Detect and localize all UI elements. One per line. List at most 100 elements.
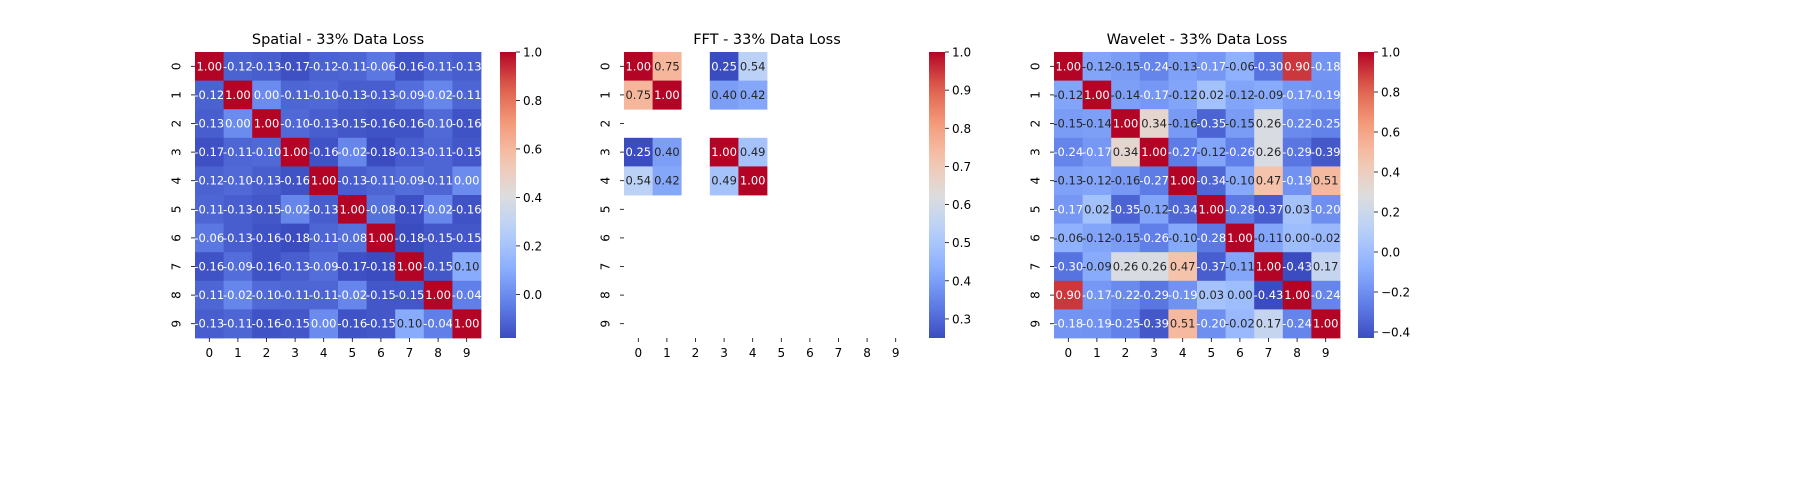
colorbar-tick-label: 1.0 [1381,46,1400,60]
heatmap-cell [738,166,768,196]
heatmap-cell [1168,52,1198,81]
cell-value-label: -0.29 [1282,145,1312,159]
heatmap-cell [195,80,224,110]
heatmap-cell [395,80,425,110]
cell-value-label: 0.40 [711,88,737,102]
cell-value-label: 1.00 [397,260,423,274]
heatmap-cell [1254,195,1284,224]
heatmap-cell [252,223,282,253]
heatmap-cell [309,223,339,253]
heatmap-cell [1282,52,1312,81]
cell-value-label: -0.10 [252,145,282,159]
heatmap-cell [624,80,653,110]
cell-value-label: -0.20 [1311,202,1341,216]
heatmap-cell [1168,109,1198,139]
heatmap-cell [223,80,253,110]
cell-value-label: 0.49 [711,174,737,188]
y-tick-label: 0 [1029,62,1043,70]
cell-value-label: -0.18 [1053,317,1083,331]
heatmap-cell [309,109,339,139]
x-tick-label: 7 [406,346,414,360]
x-tick-label: 8 [1293,346,1301,360]
cell-value-label: -0.37 [1196,260,1226,274]
cell-value-label: 1.00 [1170,174,1196,188]
colorbar-tick-label: 0.6 [523,142,542,156]
cell-value-label: -0.34 [1168,202,1198,216]
cell-value-label: -0.16 [452,117,482,131]
y-tick-label: 6 [599,234,613,242]
y-tick-label: 0 [170,62,184,70]
heatmap-cell [1282,80,1312,110]
cell-value-label: -0.28 [1196,231,1226,245]
y-tick-label: 8 [1029,291,1043,299]
cell-value-label: 0.10 [454,260,480,274]
cell-value-label: 0.03 [1284,202,1310,216]
heatmap-cell [395,252,425,282]
cell-value-label: 1.00 [1084,88,1110,102]
heatmap-cell [1225,52,1255,81]
heatmap-cell [452,80,482,110]
cell-value-label: 0.51 [1170,317,1196,331]
cell-value-label: -0.22 [1111,288,1141,302]
heatmap-cell [395,166,425,196]
cell-value-label: -0.16 [337,317,367,331]
heatmap-cell [1082,52,1112,81]
cell-value-label: -0.06 [366,59,396,73]
heatmap-cell [652,80,682,110]
y-tick-label: 5 [170,205,184,213]
heatmap-cell [1054,280,1083,310]
cell-value-label: -0.18 [1311,59,1341,73]
cell-value-label: 0.34 [1113,145,1139,159]
cell-value-label: -0.04 [423,317,453,331]
cell-value-label: -0.16 [280,174,310,188]
heatmap-cell [395,52,425,81]
y-tick-label: 2 [1029,120,1043,128]
y-tick-label: 9 [170,320,184,328]
heatmap-cell [1311,80,1341,110]
cell-value-label: 1.00 [311,174,337,188]
heatmap-cell [1254,309,1284,339]
heatmap-cell [423,280,453,310]
x-tick-label: 2 [692,346,700,360]
cell-value-label: 0.25 [711,59,737,73]
cell-value-label: -0.19 [1168,288,1198,302]
heatmap-cell [1197,280,1226,310]
cell-value-label: -0.12 [1082,174,1112,188]
heatmap-cell [252,280,282,310]
heatmap-cell [309,80,339,110]
cell-value-label: -0.12 [1225,88,1255,102]
heatmap-cell [1082,309,1112,339]
heatmap-cell [1254,80,1284,110]
heatmap-cell [1225,223,1255,253]
cell-value-label: -0.10 [223,174,253,188]
cell-value-label: -0.15 [1111,231,1141,245]
cell-value-label: 0.49 [740,145,766,159]
heatmap-cell [624,137,653,167]
heatmap-cell [452,52,482,81]
cell-value-label: 0.03 [1198,288,1224,302]
cell-value-label: 0.90 [1055,288,1081,302]
heatmap-cell [1282,309,1312,339]
colorbar-tick-label: 0.8 [523,94,542,108]
y-tick-label: 1 [170,91,184,99]
cell-value-label: -0.19 [1082,317,1112,331]
cell-value-label: -0.30 [1053,260,1083,274]
cell-value-label: -0.13 [252,174,282,188]
heatmap-cell [1139,223,1169,253]
heatmap-cell [309,137,339,167]
x-tick-label: 3 [720,346,728,360]
y-tick-label: 6 [170,234,184,242]
cell-value-label: -0.12 [1196,145,1226,159]
cell-value-label: -0.11 [1254,231,1284,245]
heatmap-cell [195,52,224,81]
cell-value-label: -0.39 [1139,317,1169,331]
heatmap-cell [223,166,253,196]
cell-value-label: -0.15 [423,260,453,274]
heatmap-cell [366,223,396,253]
cell-value-label: -0.19 [1311,88,1341,102]
heatmap-cell [223,109,253,139]
heatmap-cell [1311,223,1341,253]
